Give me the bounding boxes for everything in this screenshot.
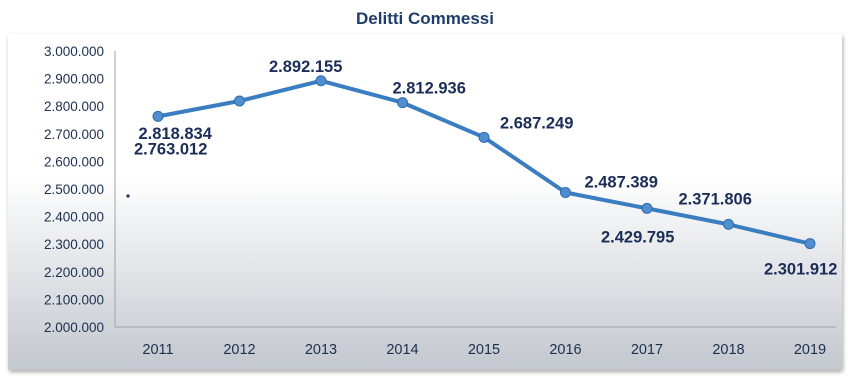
y-tick-label: 2.800.000 bbox=[44, 99, 104, 114]
chart-title: Delitti Commessi bbox=[356, 9, 494, 28]
data-point bbox=[560, 186, 571, 198]
data-label: 2.487.389 bbox=[585, 173, 658, 191]
data-label: 2.818.834 bbox=[139, 125, 213, 143]
y-tick-label: 2.400.000 bbox=[44, 210, 104, 225]
x-tick-label: 2011 bbox=[142, 342, 173, 358]
data-point bbox=[234, 95, 245, 107]
chart-frame bbox=[8, 34, 842, 370]
y-tick-label: 2.500.000 bbox=[44, 182, 104, 197]
data-points bbox=[152, 75, 816, 250]
y-axis-ticks: 3.000.000 2.900.000 2.800.000 2.700.000 2.60… bbox=[44, 44, 104, 335]
data-point bbox=[804, 238, 816, 250]
y-tick-label: 2.000.000 bbox=[44, 320, 104, 335]
data-label: 2.429.795 bbox=[601, 228, 674, 246]
x-tick-label: 2014 bbox=[386, 342, 418, 358]
y-tick-label: 2.700.000 bbox=[44, 127, 104, 142]
data-label: 2.763.012 bbox=[134, 140, 207, 158]
x-tick-label: 2018 bbox=[712, 342, 744, 358]
data-label: 2.687.249 bbox=[500, 114, 573, 132]
x-tick-label: 2012 bbox=[223, 342, 255, 358]
y-tick-label: 2.300.000 bbox=[44, 237, 104, 252]
y-tick-label: 2.100.000 bbox=[44, 292, 104, 307]
data-label: 2.371.806 bbox=[679, 190, 752, 208]
data-point bbox=[641, 202, 653, 214]
x-tick-label: 2016 bbox=[549, 342, 581, 358]
x-tick-label: 2019 bbox=[794, 342, 826, 358]
data-point bbox=[397, 97, 408, 109]
data-point bbox=[315, 75, 327, 87]
data-point bbox=[152, 110, 164, 122]
data-point bbox=[723, 218, 734, 230]
y-tick-label: 2.200.000 bbox=[44, 265, 104, 280]
data-label: 2.301.912 bbox=[764, 261, 837, 279]
y-tick-label: 2.900.000 bbox=[44, 72, 104, 87]
stray-dot bbox=[126, 194, 130, 198]
y-tick-label: 3.000.000 bbox=[44, 44, 104, 59]
y-tick-label: 2.600.000 bbox=[44, 154, 104, 169]
x-axis-ticks: 2011 2012 2013 2014 2015 2016 2017 2018 2019 bbox=[142, 342, 826, 358]
data-label: 2.812.936 bbox=[393, 80, 466, 98]
x-tick-label: 2017 bbox=[631, 342, 663, 358]
x-tick-label: 2013 bbox=[305, 342, 337, 358]
x-tick-label: 2015 bbox=[468, 342, 500, 358]
data-point bbox=[478, 131, 490, 143]
data-label: 2.892.155 bbox=[269, 58, 342, 76]
